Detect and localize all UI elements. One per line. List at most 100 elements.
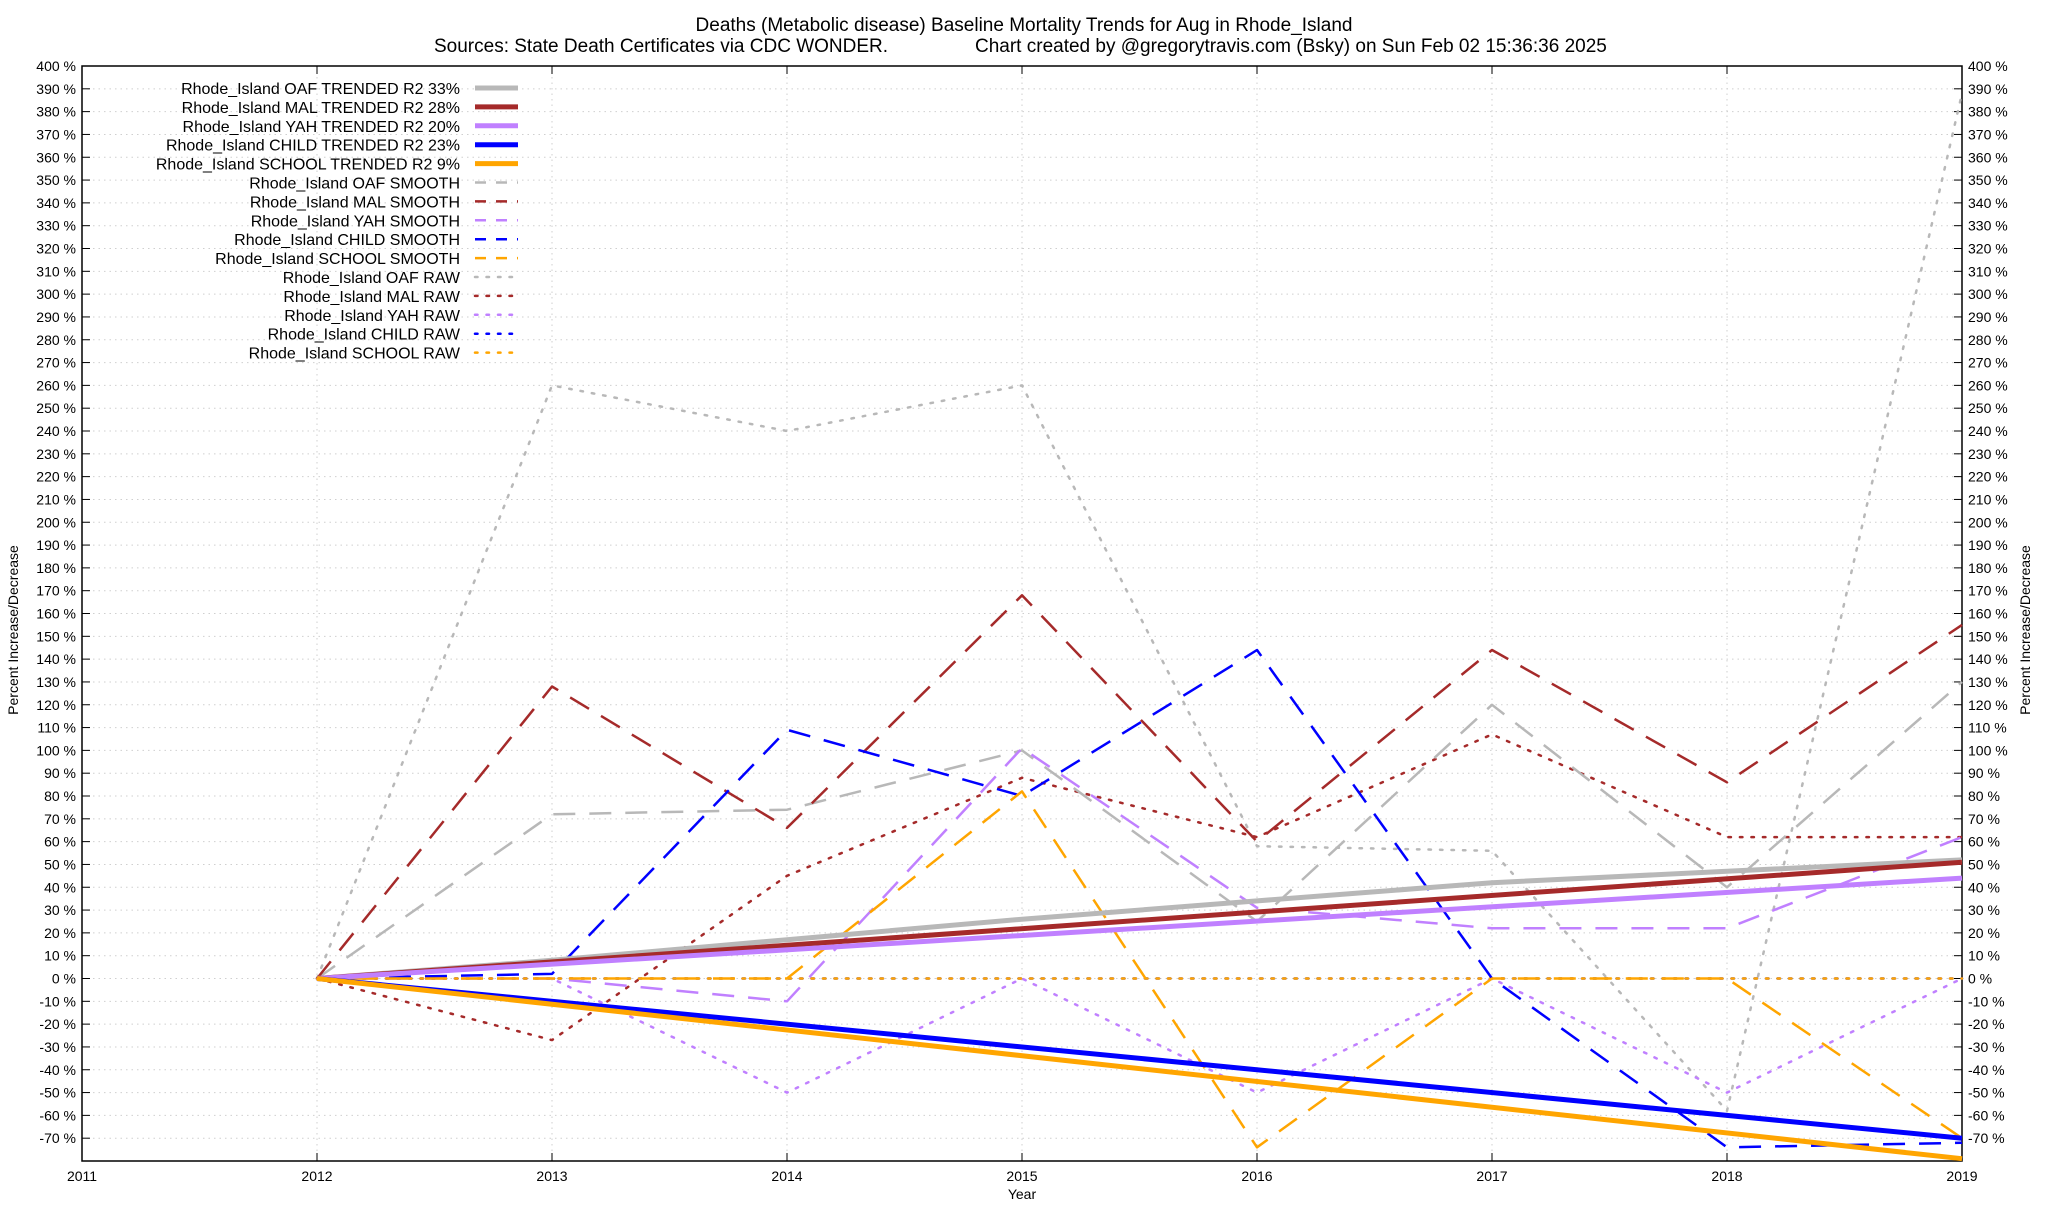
data-series (315, 92, 1964, 1162)
legend-label: Rhode_Island OAF RAW (283, 270, 461, 287)
y-tick-label-left: 30 % (44, 902, 76, 918)
y-tick-label-left: 230 % (36, 446, 76, 462)
y-tick-label-right: 30 % (1968, 902, 2000, 918)
x-tick-label: 2019 (1946, 1168, 1977, 1184)
y-tick-label-left: 270 % (36, 355, 76, 371)
y-tick-label-left: 280 % (36, 332, 76, 348)
y-tick-label-right: 50 % (1968, 856, 2000, 872)
x-tick-label: 2015 (1006, 1168, 1037, 1184)
y-tick-label-left: -10 % (39, 993, 76, 1009)
y-tick-label-right: 180 % (1968, 560, 2008, 576)
y-tick-label-right: 10 % (1968, 948, 2000, 964)
y-tick-label-right: 220 % (1968, 469, 2008, 485)
legend-label: Rhode_Island MAL TRENDED R2 28% (182, 100, 460, 117)
y-tick-label-left: 210 % (36, 491, 76, 507)
y-tick-label-left: 10 % (44, 948, 76, 964)
y-tick-label-right: 20 % (1968, 925, 2000, 941)
legend-label: Rhode_Island SCHOOL SMOOTH (215, 251, 460, 268)
series-line-4 (316, 976, 1963, 1141)
y-tick-label-right: 130 % (1968, 674, 2008, 690)
y-tick-label-left: 360 % (36, 149, 76, 165)
y-tick-label-left: 20 % (44, 925, 76, 941)
y-tick-label-left: 60 % (44, 834, 76, 850)
chart-title: Deaths (Metabolic disease) Baseline Mort… (696, 15, 1353, 36)
y-tick-label-left: 370 % (36, 126, 76, 142)
y-tick-label-left: -50 % (39, 1085, 76, 1101)
y-tick-label-left: -20 % (39, 1016, 76, 1032)
y-tick-label-right: 100 % (1968, 742, 2008, 758)
y-tick-label-right: 320 % (1968, 241, 2008, 257)
series-line-2 (316, 859, 1963, 981)
legend-label: Rhode_Island YAH RAW (284, 308, 461, 325)
x-tick-label: 2017 (1476, 1168, 1507, 1184)
x-tick-label: 2012 (301, 1168, 332, 1184)
y-tick-label-right: 390 % (1968, 81, 2008, 97)
y-tick-label-right: 170 % (1968, 583, 2008, 599)
axis-ticks: 400 % 400 % 390 % 390 % 380 % 380 % 370 % 370 %… (36, 58, 2007, 1184)
x-axis-title: Year (1008, 1186, 1037, 1200)
y-tick-label-left: 340 % (36, 195, 76, 211)
y-tick-label-left: 180 % (36, 560, 76, 576)
y-tick-label-right: -70 % (1968, 1130, 2005, 1146)
y-tick-label-right: -40 % (1968, 1062, 2005, 1078)
y-tick-label-right: 290 % (1968, 309, 2008, 325)
y-tick-label-right: 120 % (1968, 697, 2008, 713)
y-tick-label-left: 240 % (36, 423, 76, 439)
y-tick-label-right: 360 % (1968, 149, 2008, 165)
y-tick-label-left: 110 % (37, 720, 76, 736)
y-tick-label-left: 0 % (52, 971, 76, 987)
legend-label: Rhode_Island CHILD SMOOTH (234, 232, 460, 249)
y-axis-title-right: Percent Increase/Decrease (2017, 545, 2033, 715)
series-line-3 (316, 875, 1963, 981)
y-tick-label-left: 390 % (36, 81, 76, 97)
x-tick-label: 2016 (1241, 1168, 1272, 1184)
y-tick-label-left: 310 % (36, 263, 76, 279)
y-tick-label-left: 50 % (44, 856, 76, 872)
chart-subtitle-credit: Chart created by @gregorytravis.com (Bsk… (975, 36, 1607, 57)
y-tick-label-right: 110 % (1968, 720, 2007, 736)
y-tick-label-right: 370 % (1968, 126, 2008, 142)
y-tick-label-right: 150 % (1968, 628, 2008, 644)
y-tick-label-left: 120 % (36, 697, 76, 713)
legend-label: Rhode_Island MAL RAW (283, 289, 461, 306)
y-tick-label-right: 200 % (1968, 514, 2008, 530)
y-tick-label-right: -10 % (1968, 993, 2005, 1009)
y-tick-label-right: 260 % (1968, 377, 2008, 393)
y-tick-label-right: 210 % (1968, 491, 2008, 507)
y-tick-label-left: 90 % (44, 765, 76, 781)
y-tick-label-right: 90 % (1968, 765, 2000, 781)
y-tick-label-right: -60 % (1968, 1107, 2005, 1123)
x-tick-label: 2011 (67, 1168, 97, 1184)
legend: Rhode_Island OAF TRENDED R2 33% Rhode_Isl… (156, 81, 520, 363)
series-line-9 (316, 648, 1963, 1149)
plot-area-frame (81, 65, 1963, 1162)
legend-label: Rhode_Island YAH TRENDED R2 20% (183, 119, 460, 136)
y-tick-label-left: -70 % (39, 1130, 76, 1146)
series-line-7 (316, 594, 1963, 980)
series-line-8 (317, 746, 1963, 1003)
y-tick-label-left: 350 % (36, 172, 76, 188)
y-tick-label-right: 380 % (1968, 104, 2008, 120)
y-tick-label-left: 160 % (36, 606, 76, 622)
y-tick-label-left: 190 % (36, 537, 76, 553)
y-tick-label-left: 40 % (44, 879, 76, 895)
y-tick-label-left: 80 % (44, 788, 76, 804)
y-tick-label-right: 310 % (1968, 263, 2008, 279)
y-tick-label-right: 330 % (1968, 218, 2008, 234)
y-tick-label-left: 300 % (36, 286, 76, 302)
legend-label: Rhode_Island YAH SMOOTH (251, 213, 460, 230)
legend-label: Rhode_Island CHILD TRENDED R2 23% (166, 138, 460, 155)
y-tick-label-right: 350 % (1968, 172, 2008, 188)
y-tick-label-right: 160 % (1968, 606, 2008, 622)
y-tick-label-right: 340 % (1968, 195, 2008, 211)
y-tick-label-right: -50 % (1968, 1085, 2005, 1101)
y-tick-label-right: 280 % (1968, 332, 2008, 348)
y-tick-label-left: 130 % (36, 674, 76, 690)
y-tick-label-right: 250 % (1968, 400, 2008, 416)
y-tick-label-right: -30 % (1968, 1039, 2005, 1055)
y-tick-label-right: -20 % (1968, 1016, 2005, 1032)
series-line-10 (317, 790, 1963, 1149)
legend-label: Rhode_Island SCHOOL TRENDED R2 9% (156, 157, 460, 174)
y-tick-label-left: 140 % (36, 651, 76, 667)
